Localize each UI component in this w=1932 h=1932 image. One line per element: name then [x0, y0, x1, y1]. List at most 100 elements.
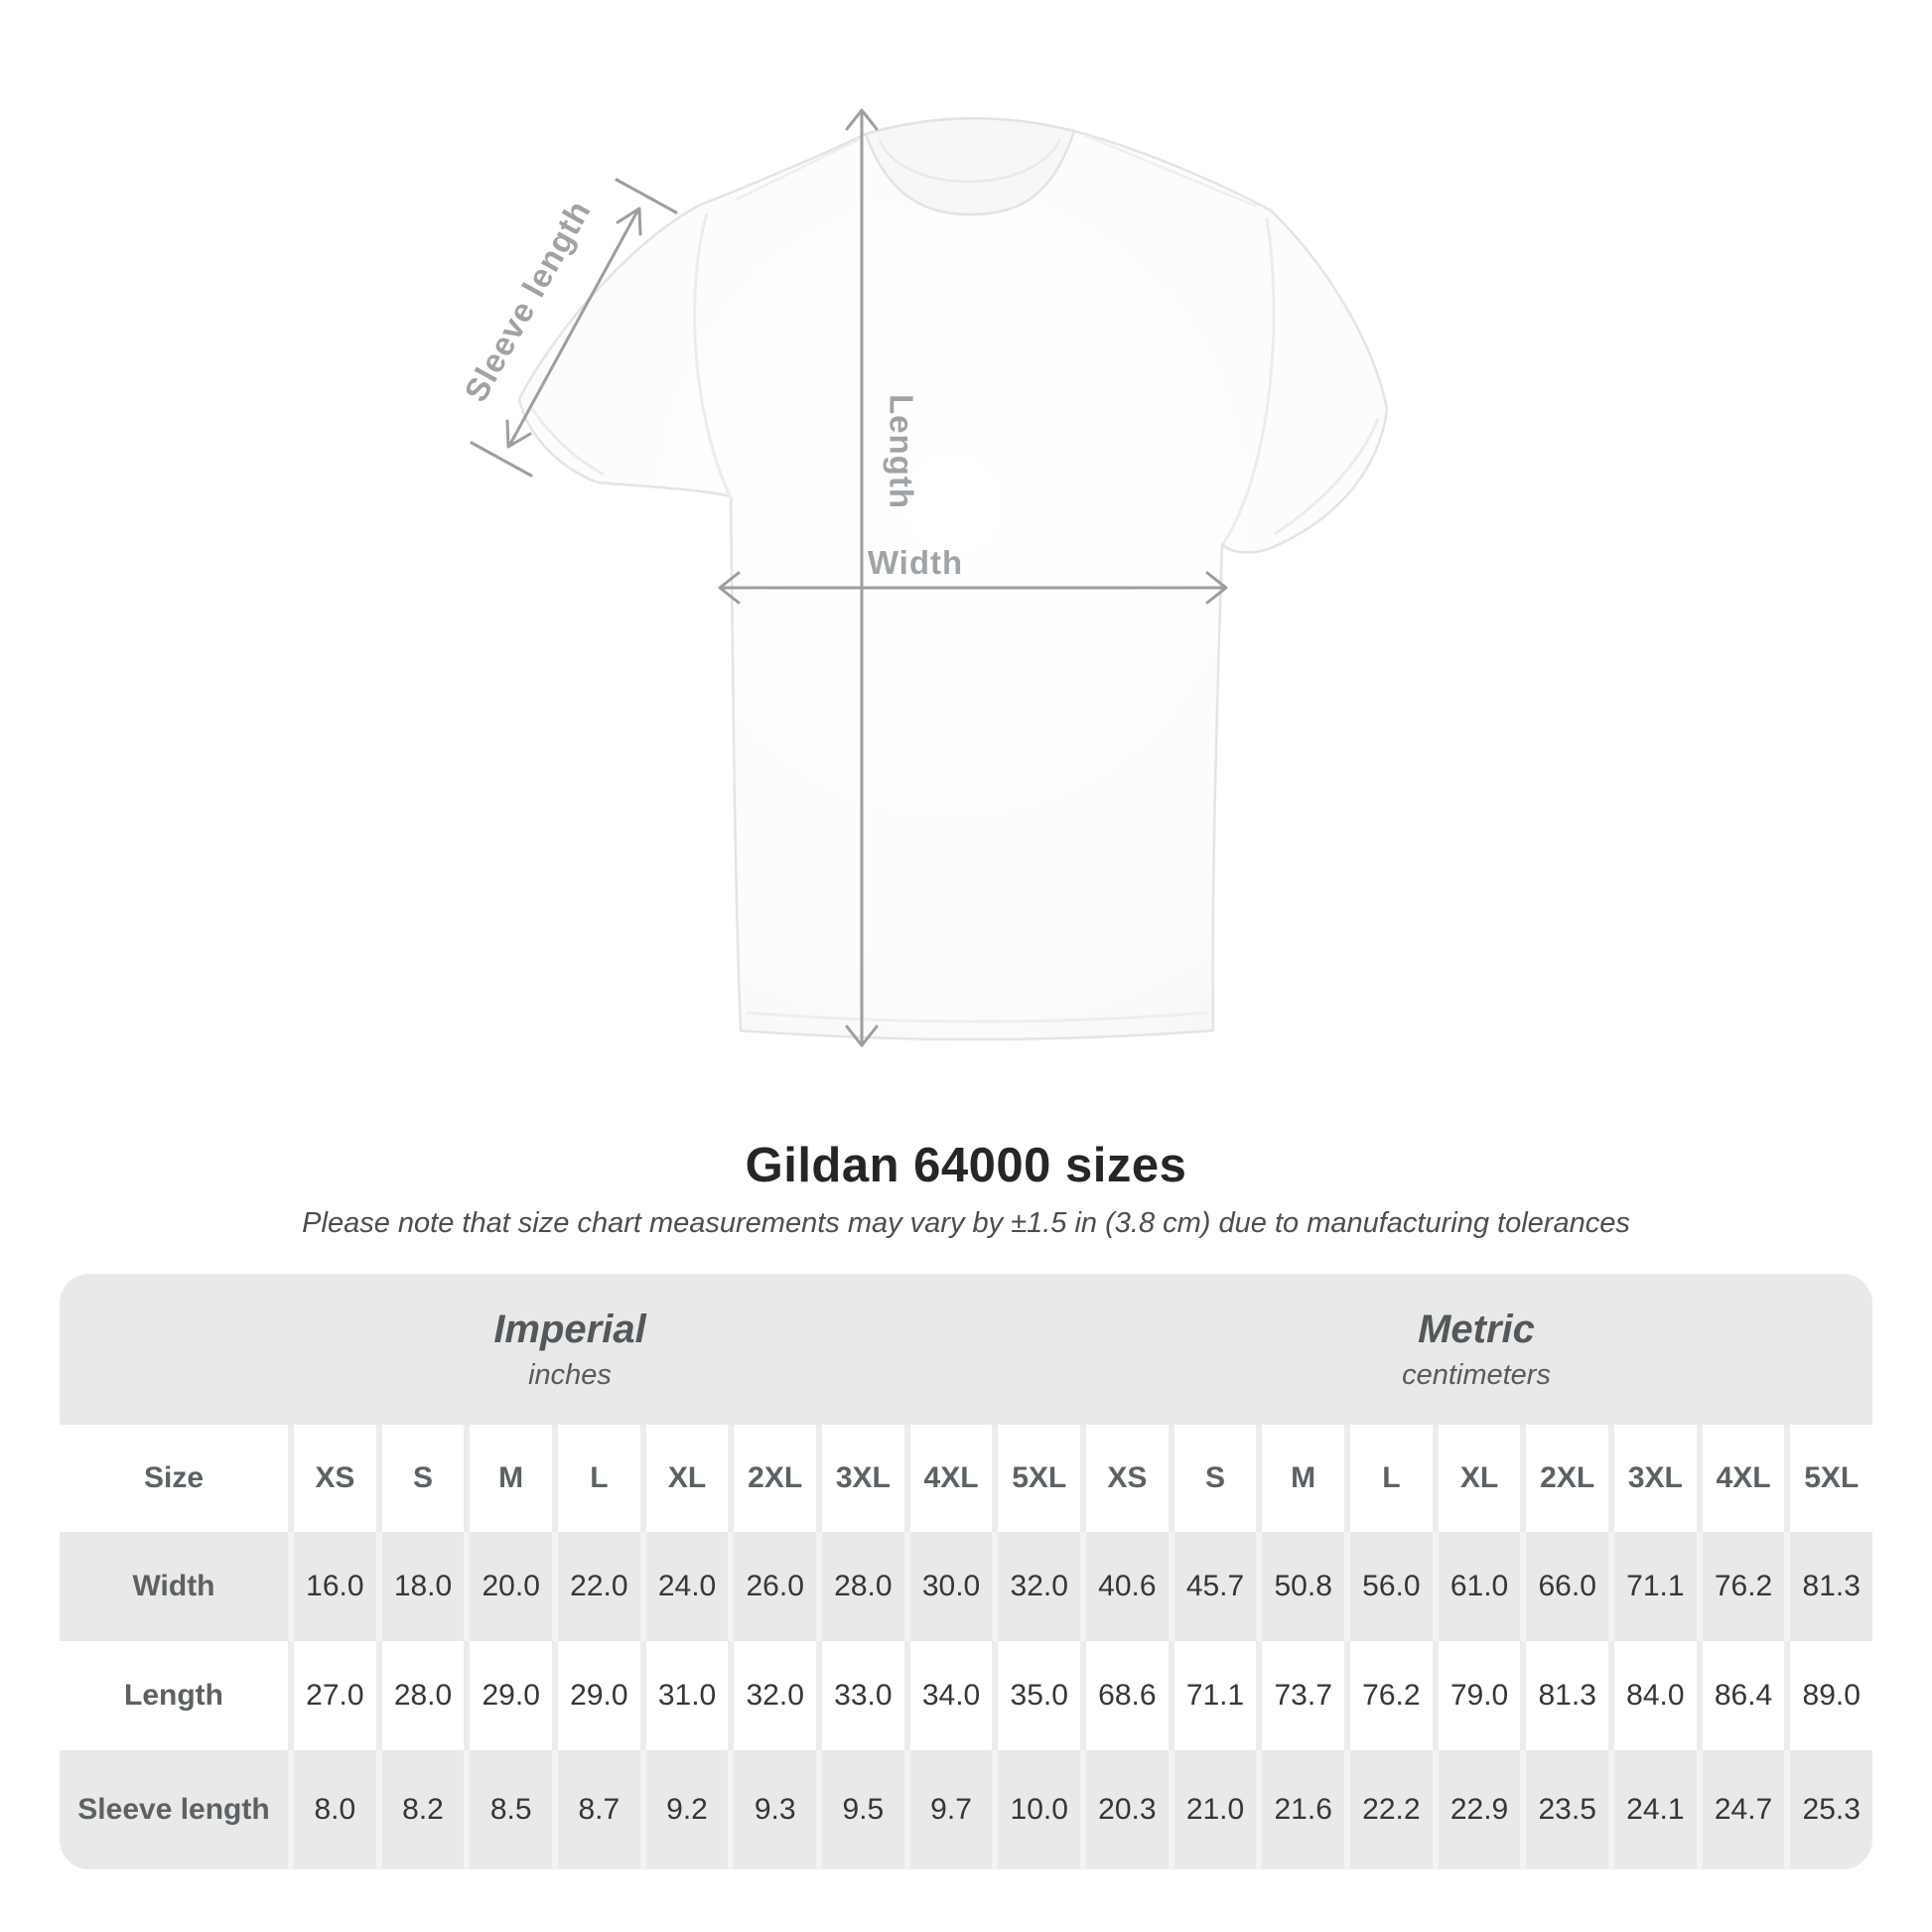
tshirt-measurement-diagram: Length Width Sleeve length	[457, 108, 1389, 1047]
sleeve-value-cell: 21.6	[1256, 1750, 1344, 1869]
length-measure-line	[845, 108, 879, 1047]
length-value-cell: 81.3	[1520, 1641, 1608, 1750]
imperial-header: Imperial inches	[60, 1274, 1080, 1425]
width-value-cell: 40.6	[1080, 1532, 1169, 1641]
tolerance-note: Please note that size chart measurements…	[302, 1207, 1630, 1239]
sleeve-value-cell: 23.5	[1520, 1750, 1608, 1869]
width-value-cell: 66.0	[1520, 1532, 1608, 1641]
width-row: Width 16.0 18.0 20.0 22.0 24.0 26.0 28.0 30.0 32…	[60, 1532, 1872, 1641]
size-header-cell: XL	[1432, 1425, 1521, 1532]
length-imperial-values: 27.0 28.0 29.0 29.0 31.0 32.0 33.0 34.0 35.0	[288, 1641, 1080, 1750]
size-header-cell: 5XL	[992, 1425, 1080, 1532]
sleeve-value-cell: 22.2	[1344, 1750, 1433, 1869]
length-value-cell: 27.0	[288, 1641, 376, 1750]
sleeve-value-cell: 20.3	[1080, 1750, 1169, 1869]
size-table: Imperial inches Metric centimeters Size …	[60, 1274, 1872, 1869]
size-header-cell: XS	[1080, 1425, 1169, 1532]
sleeve-metric-values: 20.3 21.0 21.6 22.2 22.9 23.5 24.1 24.7 25.3	[1080, 1750, 1872, 1869]
width-value-cell: 56.0	[1344, 1532, 1433, 1641]
width-value-cell: 18.0	[375, 1532, 465, 1641]
sleeve-value-cell: 8.5	[464, 1750, 552, 1869]
width-value-cell: 61.0	[1432, 1532, 1521, 1641]
length-value-cell: 29.0	[464, 1641, 552, 1750]
size-header-cell: 2XL	[728, 1425, 816, 1532]
sleeve-value-cell: 8.2	[375, 1750, 465, 1869]
sleeve-value-cell: 25.3	[1784, 1750, 1872, 1869]
size-header-cell: 5XL	[1784, 1425, 1872, 1532]
length-value-cell: 32.0	[728, 1641, 816, 1750]
metric-header: Metric centimeters	[1080, 1274, 1872, 1425]
metric-title: Metric	[1418, 1307, 1535, 1351]
width-value-cell: 24.0	[639, 1532, 729, 1641]
size-header-cell: 2XL	[1520, 1425, 1608, 1532]
sleeve-length-row: Sleeve length 8.0 8.2 8.5 8.7 9.2 9.3 9.5 9.7 10…	[60, 1750, 1872, 1869]
size-header-cell: XL	[639, 1425, 729, 1532]
length-value-cell: 73.7	[1256, 1641, 1344, 1750]
width-value-cell: 28.0	[816, 1532, 904, 1641]
size-header-cell: S	[1168, 1425, 1257, 1532]
sleeve-value-cell: 8.7	[552, 1750, 640, 1869]
sleeve-value-cell: 24.1	[1608, 1750, 1697, 1869]
width-value-cell: 50.8	[1256, 1532, 1344, 1641]
size-header-row: Size XS S M L XL 2XL 3XL 4XL 5XL XS S M L XL 2XL 3XL 4X…	[60, 1425, 1872, 1532]
length-value-cell: 35.0	[992, 1641, 1080, 1750]
size-header-cell: M	[1256, 1425, 1344, 1532]
width-measure-line	[718, 571, 1228, 605]
sleeve-value-cell: 24.7	[1696, 1750, 1785, 1869]
length-value-cell: 28.0	[375, 1641, 465, 1750]
length-value-cell: 29.0	[552, 1641, 640, 1750]
tshirt-shape	[517, 116, 1389, 1041]
length-value-cell: 31.0	[639, 1641, 729, 1750]
length-row: Length 27.0 28.0 29.0 29.0 31.0 32.0 33.0 34.0 3…	[60, 1641, 1872, 1750]
width-row-label: Width	[132, 1570, 215, 1602]
width-value-cell: 45.7	[1168, 1532, 1257, 1641]
width-label: Width	[868, 544, 963, 581]
imperial-size-headers: XS S M L XL 2XL 3XL 4XL 5XL	[288, 1425, 1080, 1532]
width-value-cell: 30.0	[903, 1532, 993, 1641]
width-value-cell: 26.0	[728, 1532, 816, 1641]
width-value-cell: 16.0	[288, 1532, 376, 1641]
width-value-cell: 71.1	[1608, 1532, 1697, 1641]
length-label: Length	[884, 394, 920, 509]
size-header-cell: 3XL	[1608, 1425, 1697, 1532]
length-row-label: Length	[124, 1679, 223, 1712]
length-value-cell: 71.1	[1168, 1641, 1257, 1750]
width-metric-values: 40.6 45.7 50.8 56.0 61.0 66.0 71.1 76.2 81.3	[1080, 1532, 1872, 1641]
metric-size-headers: XS S M L XL 2XL 3XL 4XL 5XL	[1080, 1425, 1872, 1532]
page-title: Gildan 64000 sizes	[745, 1139, 1187, 1192]
sleeve-value-cell: 9.7	[903, 1750, 993, 1869]
metric-unit: centimeters	[1402, 1358, 1551, 1391]
unit-header-band: Imperial inches Metric centimeters	[60, 1274, 1872, 1425]
sleeve-value-cell: 9.3	[728, 1750, 816, 1869]
sleeve-row-label: Sleeve length	[77, 1793, 270, 1826]
sleeve-value-cell: 10.0	[992, 1750, 1080, 1869]
size-header-cell: 4XL	[1696, 1425, 1785, 1532]
sleeve-value-cell: 22.9	[1432, 1750, 1521, 1869]
width-value-cell: 20.0	[464, 1532, 552, 1641]
size-header-cell: S	[375, 1425, 465, 1532]
sleeve-value-cell: 9.5	[816, 1750, 904, 1869]
sleeve-value-cell: 9.2	[639, 1750, 729, 1869]
imperial-unit: inches	[528, 1358, 612, 1391]
width-value-cell: 76.2	[1696, 1532, 1785, 1641]
sleeve-imperial-values: 8.0 8.2 8.5 8.7 9.2 9.3 9.5 9.7 10.0	[288, 1750, 1080, 1869]
length-value-cell: 76.2	[1344, 1641, 1433, 1750]
sleeve-value-cell: 21.0	[1168, 1750, 1257, 1869]
size-header-cell: 4XL	[903, 1425, 993, 1532]
width-value-cell: 32.0	[992, 1532, 1080, 1641]
length-value-cell: 68.6	[1080, 1641, 1169, 1750]
length-metric-values: 68.6 71.1 73.7 76.2 79.0 81.3 84.0 86.4 89.0	[1080, 1641, 1872, 1750]
length-value-cell: 33.0	[816, 1641, 904, 1750]
size-column-header: Size	[143, 1461, 205, 1494]
collar	[864, 116, 1076, 216]
size-header-cell: M	[464, 1425, 552, 1532]
size-header-cell: L	[1344, 1425, 1433, 1532]
length-value-cell: 89.0	[1784, 1641, 1872, 1750]
size-header-cell: L	[552, 1425, 640, 1532]
imperial-title: Imperial	[493, 1307, 646, 1351]
sleeve-value-cell: 8.0	[288, 1750, 376, 1869]
size-header-cell: XS	[288, 1425, 376, 1532]
sleeve-length-measure-line	[470, 178, 678, 478]
length-value-cell: 84.0	[1608, 1641, 1697, 1750]
width-imperial-values: 16.0 18.0 20.0 22.0 24.0 26.0 28.0 30.0 32.0	[288, 1532, 1080, 1641]
